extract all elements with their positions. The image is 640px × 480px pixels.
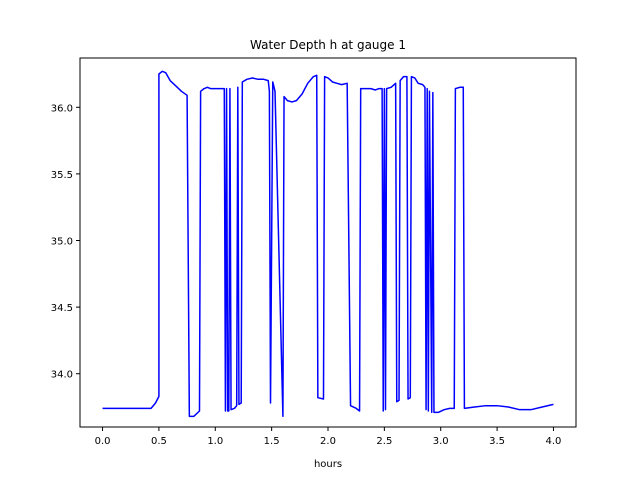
x-tick-label: 3.5 xyxy=(489,436,505,447)
y-tick-label: 36.0 xyxy=(51,103,73,114)
x-tick-label: 2.5 xyxy=(376,436,392,447)
x-tick-label: 1.5 xyxy=(264,436,280,447)
y-tick-label: 34.5 xyxy=(51,303,73,314)
x-axis: 0.0 0.5 1.0 1.5 2.0 2.5 3.0 3.5 4.0 xyxy=(95,427,562,447)
x-tick-label: 4.0 xyxy=(546,436,562,447)
plot-area xyxy=(79,57,577,428)
x-tick-label: 2.0 xyxy=(320,436,336,447)
series-line xyxy=(102,70,554,418)
plot-area-background xyxy=(80,58,576,427)
x-axis-label: hours xyxy=(314,459,342,470)
x-tick-label: 0.0 xyxy=(95,436,111,447)
x-tick-label: 0.5 xyxy=(151,436,167,447)
y-tick-label: 35.5 xyxy=(51,170,73,181)
x-tick-label: 3.0 xyxy=(433,436,449,447)
x-tick-label: 1.0 xyxy=(207,436,223,447)
y-tick-label: 35.0 xyxy=(51,237,73,248)
y-tick-label: 34.0 xyxy=(51,370,73,381)
chart-title: Water Depth h at gauge 1 xyxy=(250,38,406,52)
series-layer xyxy=(102,70,554,418)
y-axis: 34.0 34.5 35.0 35.5 36.0 xyxy=(51,103,80,381)
